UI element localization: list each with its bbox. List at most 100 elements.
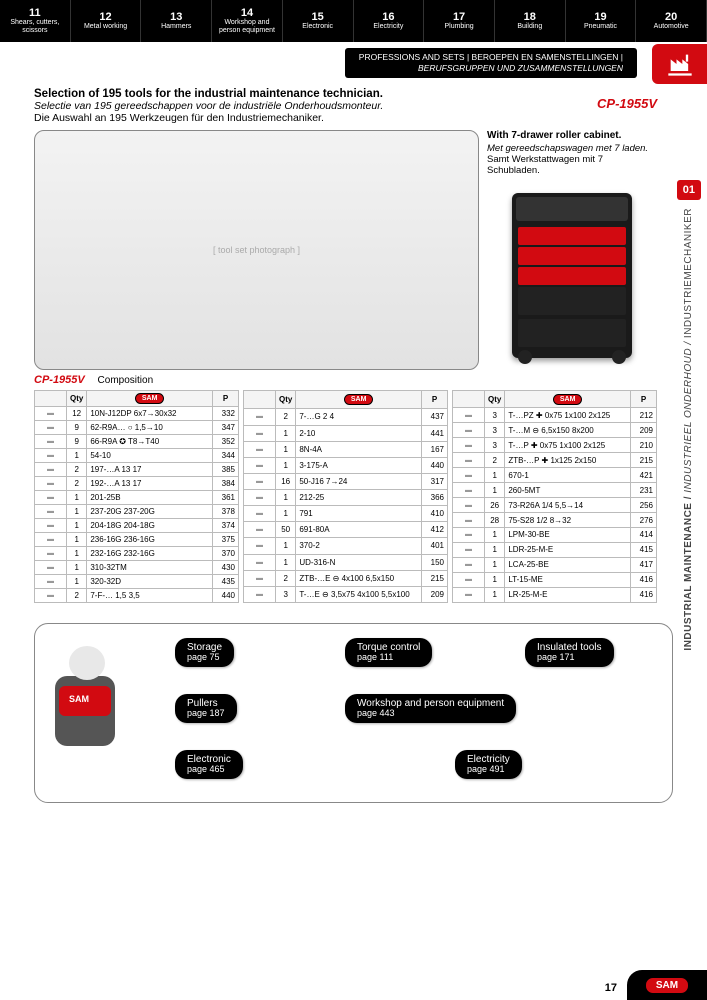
cabinet-column: With 7-drawer roller cabinet. Met gereed… [487,130,657,370]
tool-thumb-icon: ▬ [35,505,67,519]
tool-thumb-icon: ▬ [453,468,485,483]
hero-row: [ tool set photograph ] With 7-drawer ro… [34,130,657,370]
tool-thumb-icon: ▬ [35,533,67,547]
top-tab[interactable]: 16Electricity [354,0,425,42]
table-row: ▬2192-…A 13 17384 [35,477,239,491]
composition-header: CP-1955V Composition [34,374,657,386]
tool-thumb-icon: ▬ [244,538,276,554]
breadcrumb-line2: BERUFSGRUPPEN UND ZUSAMMENSTELLUNGEN [359,63,623,74]
xref-chip[interactable]: Torque controlpage 111 [345,638,432,667]
tool-spread-image: [ tool set photograph ] [34,130,479,370]
tool-thumb-icon: ▬ [244,490,276,506]
composition-table-2: QtySAMP▬27-…G 2 4437▬12-10441▬18N-4A167▬… [243,390,448,603]
tool-thumb-icon: ▬ [35,519,67,533]
breadcrumb-band: PROFESSIONS AND SETS | BEROEPEN EN SAMEN… [0,42,707,80]
table-row: ▬1237-20G 237-20G378 [35,505,239,519]
xref-chip[interactable]: Pullerspage 187 [175,694,237,723]
tool-thumb-icon: ▬ [244,586,276,602]
table-row: ▬2197-…A 13 17385 [35,463,239,477]
top-tab[interactable]: 15Electronic [283,0,354,42]
tool-thumb-icon: ▬ [244,441,276,457]
table-row: ▬966-R9A ✪ T8→T40352 [35,435,239,449]
tool-thumb-icon: ▬ [453,438,485,453]
breadcrumb-line1: PROFESSIONS AND SETS | BEROEPEN EN SAMEN… [359,52,623,63]
tool-thumb-icon: ▬ [244,554,276,570]
factory-icon-tab [652,44,707,84]
tool-thumb-icon: ▬ [453,557,485,572]
factory-icon [666,50,694,78]
table-row: ▬1310-32TM430 [35,561,239,575]
tool-thumb-icon: ▬ [453,542,485,557]
tool-thumb-icon: ▬ [35,435,67,449]
top-tab[interactable]: 20Automotive [636,0,707,42]
tool-thumb-icon: ▬ [35,561,67,575]
table-row: ▬2ZTB-…E ⊖ 4x100 6,5x150215 [244,570,448,586]
top-tab[interactable]: 19Pneumatic [566,0,637,42]
tool-thumb-icon: ▬ [244,522,276,538]
table-row: ▬1236-16G 236-16G375 [35,533,239,547]
table-row: ▬1650-J16 7→24317 [244,473,448,489]
table-row: ▬962-R9A… ○ 1,5→10347 [35,421,239,435]
headline-block: Selection of 195 tools for the industria… [34,88,657,124]
xref-chip[interactable]: Electronicpage 465 [175,750,243,779]
top-tab[interactable]: 11Shears, cutters, scissors [0,0,71,42]
table-row: ▬13-175-A440 [244,457,448,473]
brand-footer: SAM [627,970,707,1000]
top-tab[interactable]: 12Metal working [71,0,142,42]
xref-chip[interactable]: Insulated toolspage 171 [525,638,614,667]
tool-thumb-icon: ▬ [244,570,276,586]
xref-chip[interactable]: Electricitypage 491 [455,750,522,779]
tool-thumb-icon: ▬ [453,498,485,513]
tool-thumb-icon: ▬ [35,449,67,463]
composition-table-3: QtySAMP▬3T-…PZ ✚ 0x75 1x100 2x125212▬3T-… [452,390,657,603]
top-tab[interactable]: 14Workshop and person equipment [212,0,283,42]
table-row: ▬1LR-25-M-E416 [453,587,657,602]
composition-code: CP-1955V [34,374,85,386]
headline-nl: Selectie van 195 gereedschappen voor de … [34,100,657,112]
sam-mascot-icon: SAM [25,636,140,786]
table-row: ▬1UD-316-N150 [244,554,448,570]
table-row: ▬2ZTB-…P ✚ 1x125 2x150215 [453,453,657,468]
tool-thumb-icon: ▬ [35,463,67,477]
tool-thumb-icon: ▬ [453,513,485,528]
tool-thumb-icon: ▬ [244,457,276,473]
tool-thumb-icon: ▬ [244,409,276,425]
tool-thumb-icon: ▬ [453,423,485,438]
chapter-badge: 01 [677,180,701,200]
headline-de: Die Auswahl an 195 Werkzeugen für den In… [34,112,657,124]
headline-en: Selection of 195 tools for the industria… [34,88,657,100]
xref-chip[interactable]: Storagepage 75 [175,638,234,667]
tool-thumb-icon: ▬ [35,547,67,561]
table-row: ▬1232-16G 232-16G370 [35,547,239,561]
top-tab[interactable]: 13Hammers [141,0,212,42]
composition-tables: QtySAMP▬1210N-J12DP 6x7→30x32332▬962-R9A… [34,390,657,603]
table-row: ▬1370-2401 [244,538,448,554]
top-tab[interactable]: 17Plumbing [424,0,495,42]
table-row: ▬3T-…P ✚ 0x75 1x100 2x125210 [453,438,657,453]
cabinet-caption-en: With 7-drawer roller cabinet. [487,130,657,141]
model-code: CP-1955V [597,96,657,111]
tool-thumb-icon: ▬ [453,572,485,587]
tool-thumb-icon: ▬ [244,473,276,489]
roller-cabinet-icon [512,193,632,358]
tool-thumb-icon: ▬ [453,453,485,468]
table-row: ▬50691-80A412 [244,522,448,538]
tool-thumb-icon: ▬ [244,425,276,441]
breadcrumb: PROFESSIONS AND SETS | BEROEPEN EN SAMEN… [345,48,637,78]
tool-thumb-icon: ▬ [35,589,67,603]
cabinet-image [487,180,657,370]
xref-chip[interactable]: Workshop and person equipmentpage 443 [345,694,516,723]
page-number: 17 [605,982,617,994]
table-row: ▬1LCA-25-BE417 [453,557,657,572]
table-row: ▬2875-S28 1/2 8→32276 [453,513,657,528]
table-row: ▬1670-1421 [453,468,657,483]
top-category-tabs: 11Shears, cutters, scissors12Metal worki… [0,0,707,42]
table-row: ▬18N-4A167 [244,441,448,457]
tool-thumb-icon: ▬ [453,408,485,423]
top-tab[interactable]: 18Building [495,0,566,42]
sam-logo-badge: SAM [645,977,689,994]
tool-thumb-icon: ▬ [453,528,485,543]
cross-reference-panel: SAM Storagepage 75Torque controlpage 111… [34,623,673,803]
table-row: ▬3T-…M ⊖ 6,5x150 8x200209 [453,423,657,438]
table-row: ▬2673-R26A 1/4 5,5→14256 [453,498,657,513]
